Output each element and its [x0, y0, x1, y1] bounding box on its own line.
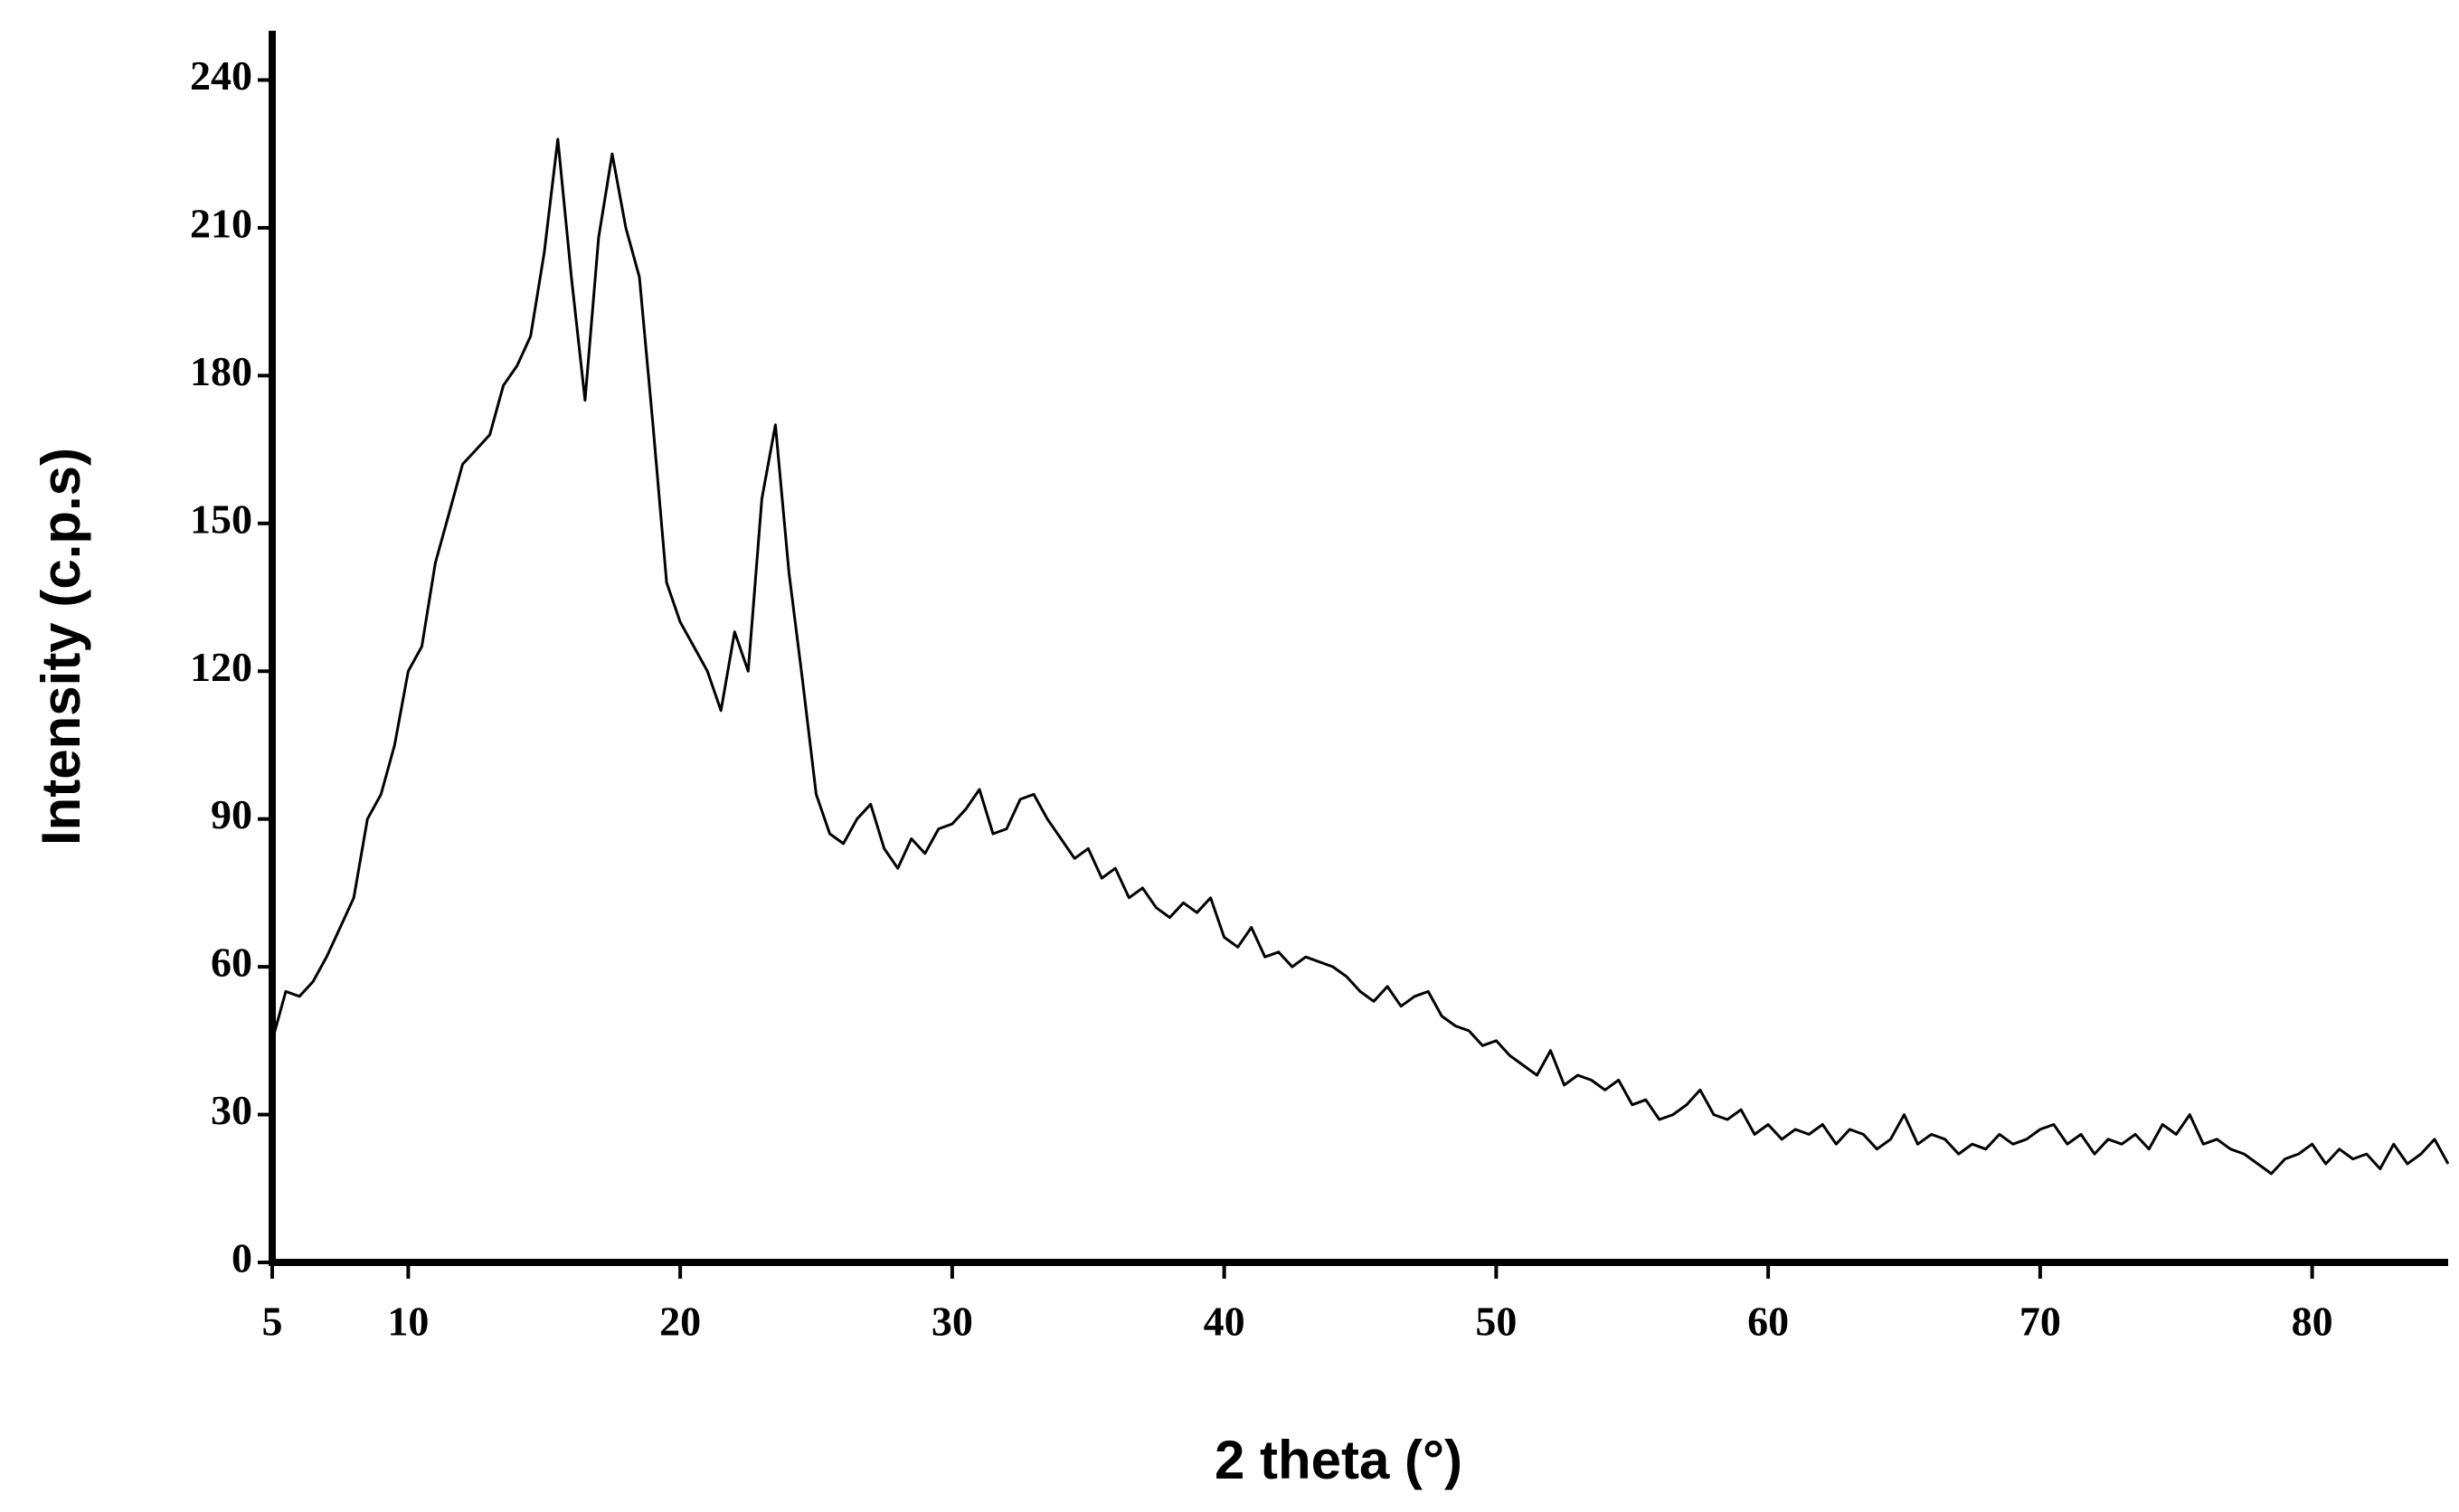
y-tick-label: 30	[211, 1087, 252, 1133]
y-tick-label: 150	[190, 496, 252, 542]
x-tick-label: 20	[659, 1299, 701, 1345]
y-axis-title: Intensity (c.p.s)	[31, 448, 91, 846]
x-tick-label: 50	[1475, 1299, 1517, 1345]
x-tick-label: 70	[2019, 1299, 2061, 1345]
x-tick-label: 5	[262, 1299, 283, 1345]
x-tick-label: 40	[1204, 1299, 1245, 1345]
x-tick-label: 30	[932, 1299, 973, 1345]
x-axis-title: 2 theta (°)	[1215, 1430, 1462, 1490]
x-tick-label: 10	[387, 1299, 429, 1345]
y-tick-label: 60	[211, 940, 252, 986]
y-tick-label: 0	[232, 1235, 252, 1281]
data-line	[270, 137, 2450, 1176]
y-tick-label: 120	[190, 644, 252, 690]
x-tick-label: 60	[1747, 1299, 1789, 1345]
y-tick-label: 240	[190, 52, 252, 99]
y-tick-label: 90	[211, 791, 252, 837]
y-tick-label: 180	[190, 348, 252, 394]
y-tick-label: 210	[190, 200, 252, 246]
x-tick-label: 80	[2292, 1299, 2333, 1345]
